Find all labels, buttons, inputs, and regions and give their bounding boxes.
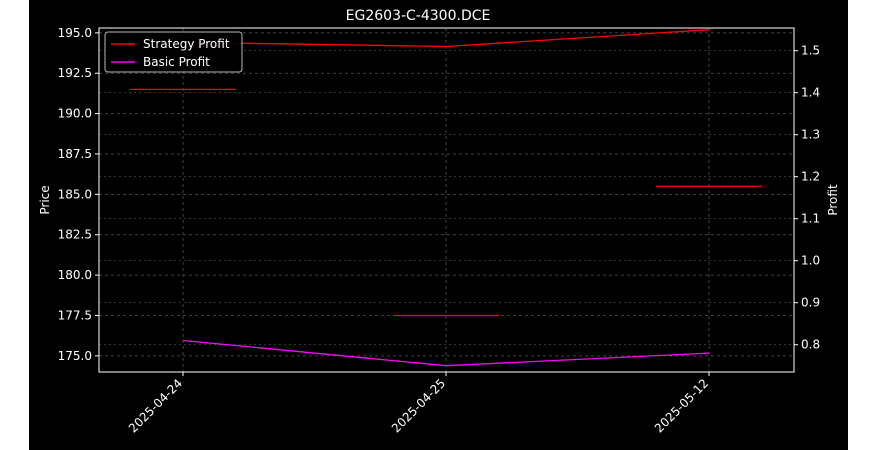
y-axis-label: Price xyxy=(38,185,52,214)
series-line-basic-profit xyxy=(182,339,710,367)
legend-label: Basic Profit xyxy=(143,55,210,69)
plot-frame xyxy=(98,27,795,373)
y2-tick-label: 1.2 xyxy=(801,170,820,184)
y2-tick-label: 1.0 xyxy=(801,254,820,268)
y-tick-label: 175.0 xyxy=(58,349,92,363)
y2-tick-label: 1.5 xyxy=(801,44,820,58)
y-tick-label: 182.5 xyxy=(58,228,92,242)
y-tick-label: 190.0 xyxy=(58,107,92,121)
y2-tick-label: 0.9 xyxy=(801,296,820,310)
y-tick-label: 185.0 xyxy=(58,187,92,201)
y-axis-left: 175.0 177.5 180.0 182.5 185.0 187.5 190.0 192.5… xyxy=(58,26,99,363)
chart-figure: EG2603-C-4300.DCE 175.0 177.5 180.0 182.5 18… xyxy=(29,0,848,450)
legend-box xyxy=(104,31,243,73)
y-tick-label: 187.5 xyxy=(58,147,92,161)
y-tick-label: 195.0 xyxy=(58,26,92,40)
series-lines xyxy=(182,29,710,367)
x-tick-label: 2025-04-25 xyxy=(389,376,448,435)
y2-tick-label: 0.8 xyxy=(801,338,820,352)
x-tick-label: 2025-04-24 xyxy=(126,376,185,435)
y2-axis-label: Profit xyxy=(826,184,840,216)
y-axis-right: 0.8 0.9 1.0 1.1 1.2 1.3 1.4 1.5 xyxy=(794,44,820,352)
grid-lines xyxy=(99,28,794,372)
legend-label: Strategy Profit xyxy=(143,37,230,51)
y-tick-label: 180.0 xyxy=(58,268,92,282)
chart-svg: EG2603-C-4300.DCE 175.0 177.5 180.0 182.5 18… xyxy=(38,8,840,435)
y2-tick-label: 1.3 xyxy=(801,128,820,142)
y-tick-label: 177.5 xyxy=(58,308,92,322)
x-tick-label: 2025-05-12 xyxy=(652,376,711,435)
y2-tick-label: 1.1 xyxy=(801,212,820,226)
y-tick-label: 192.5 xyxy=(58,66,92,80)
y2-tick-label: 1.4 xyxy=(801,86,820,100)
legend: Strategy Profit Basic Profit xyxy=(104,31,243,73)
series-line-strategy-profit xyxy=(182,29,710,48)
price-levels xyxy=(130,88,762,317)
chart-title: EG2603-C-4300.DCE xyxy=(346,8,491,24)
x-axis: 2025-04-24 2025-04-25 2025-05-12 xyxy=(126,372,711,435)
